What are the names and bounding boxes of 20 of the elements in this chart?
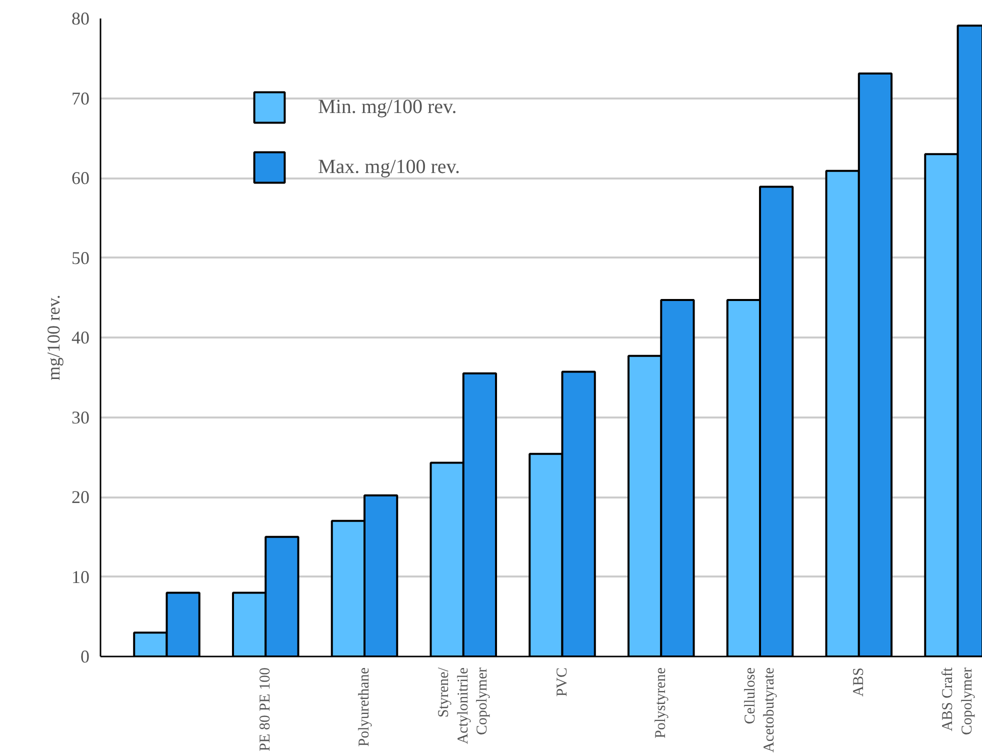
y-tick-label: 50 bbox=[72, 248, 90, 268]
legend-label: Max. mg/100 rev. bbox=[318, 156, 460, 178]
x-tick-label: Polystyrene bbox=[653, 667, 670, 738]
y-tick-label: 0 bbox=[80, 646, 90, 666]
y-tick-label: 30 bbox=[72, 407, 90, 428]
x-tick-label: Styrene/ Actylonitrile Copolymer bbox=[436, 666, 491, 744]
y-axis-title: mg/100 rev. bbox=[44, 294, 64, 380]
y-tick-label: 20 bbox=[72, 487, 90, 507]
y-tick-label: 10 bbox=[72, 566, 90, 587]
y-tick-label: 70 bbox=[72, 88, 90, 108]
y-tick-label: 40 bbox=[72, 328, 90, 348]
x-tick-label: PVC bbox=[554, 667, 570, 697]
x-tick-label: ABS Craft Copolymer bbox=[940, 666, 976, 735]
x-tick-label: PE 80 PE 100 bbox=[258, 667, 274, 752]
legend-label: Min. mg/100 rev. bbox=[318, 96, 457, 118]
x-tick-label: Cellulose Acetobutyrate bbox=[742, 667, 778, 752]
y-tick-label: 80 bbox=[72, 8, 90, 28]
y-tick-label: 60 bbox=[72, 168, 90, 188]
x-tick-label: ABS bbox=[850, 667, 867, 697]
x-tick-label: Polyurethane bbox=[356, 667, 373, 747]
